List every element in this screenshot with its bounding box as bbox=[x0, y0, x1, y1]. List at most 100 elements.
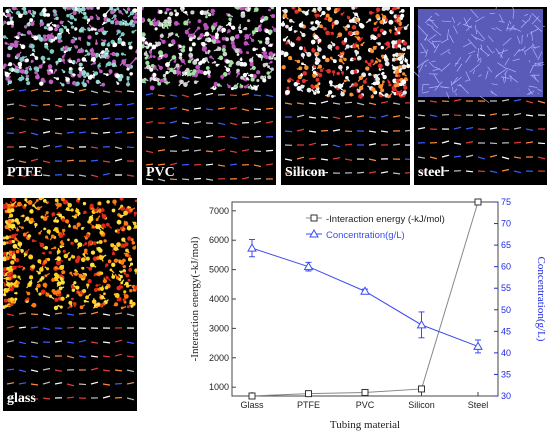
atom bbox=[337, 7, 341, 11]
atom bbox=[250, 77, 255, 82]
atom bbox=[207, 12, 211, 16]
steel-lattice-line bbox=[536, 88, 542, 92]
steel-lattice-line bbox=[425, 15, 433, 24]
lattice-bond bbox=[102, 102, 111, 106]
atom bbox=[402, 72, 406, 76]
atom bbox=[304, 65, 309, 70]
atom bbox=[169, 67, 174, 73]
atom bbox=[51, 289, 56, 293]
atom bbox=[90, 52, 94, 56]
atom bbox=[65, 77, 70, 82]
atom bbox=[265, 62, 269, 66]
atom bbox=[32, 48, 35, 52]
atom bbox=[3, 12, 5, 16]
atom bbox=[341, 71, 344, 75]
atom bbox=[204, 31, 210, 37]
atom bbox=[114, 293, 120, 299]
atom bbox=[110, 243, 115, 248]
atom bbox=[142, 32, 146, 37]
atom bbox=[325, 57, 330, 63]
atom bbox=[39, 242, 45, 248]
lattice-bond bbox=[429, 170, 438, 174]
atom bbox=[187, 59, 192, 64]
atom bbox=[213, 60, 217, 64]
atom bbox=[242, 62, 248, 67]
atom bbox=[281, 65, 286, 70]
concentration-line bbox=[251, 247, 479, 347]
atom bbox=[273, 57, 276, 61]
atom bbox=[191, 42, 196, 47]
atom bbox=[256, 79, 260, 83]
atom bbox=[15, 258, 20, 263]
atom bbox=[326, 68, 332, 74]
atom bbox=[63, 253, 69, 259]
atom bbox=[346, 66, 350, 70]
lattice-bond bbox=[265, 94, 274, 98]
atom bbox=[149, 85, 155, 91]
atom bbox=[396, 7, 400, 10]
steel-lattice-line bbox=[509, 24, 515, 32]
lattice-bond bbox=[392, 102, 401, 105]
atom bbox=[78, 66, 83, 71]
steel-lattice-line bbox=[433, 74, 440, 84]
atom bbox=[25, 74, 29, 78]
atom bbox=[254, 7, 259, 12]
lattice-bond bbox=[489, 142, 498, 145]
x-axis-tick-label: Glass bbox=[240, 400, 264, 410]
atom bbox=[243, 41, 249, 46]
steel-lattice-line bbox=[476, 57, 482, 62]
lattice-bond bbox=[417, 156, 426, 159]
lattice-bond bbox=[344, 143, 353, 146]
steel-lattice-line bbox=[431, 40, 436, 49]
lattice-bond bbox=[453, 98, 462, 102]
atom bbox=[324, 17, 328, 21]
atom bbox=[388, 19, 394, 25]
atom bbox=[398, 69, 402, 73]
lattice-bond bbox=[126, 313, 135, 317]
atom bbox=[124, 242, 129, 247]
atom bbox=[134, 285, 137, 290]
atom bbox=[328, 80, 333, 85]
atom bbox=[234, 48, 240, 54]
atom bbox=[107, 259, 112, 264]
lattice-bond bbox=[18, 118, 27, 121]
atom bbox=[168, 43, 172, 47]
atom bbox=[134, 57, 137, 60]
atom bbox=[338, 58, 343, 63]
lattice-bond bbox=[217, 107, 226, 110]
atom bbox=[134, 268, 137, 273]
atom bbox=[55, 16, 59, 21]
steel-lattice-line bbox=[485, 70, 489, 80]
atom bbox=[347, 30, 353, 36]
atom bbox=[377, 33, 381, 38]
steel-lattice-line bbox=[452, 76, 458, 85]
atom bbox=[75, 285, 80, 290]
lattice-bond bbox=[332, 144, 341, 148]
lattice-bond bbox=[525, 114, 534, 117]
steel-lattice-line bbox=[502, 37, 512, 46]
atom bbox=[11, 7, 17, 11]
atom bbox=[212, 22, 218, 28]
atom bbox=[99, 69, 103, 74]
atom bbox=[302, 10, 306, 14]
atom bbox=[262, 78, 267, 83]
steel-lattice-line bbox=[497, 62, 507, 69]
atom bbox=[122, 265, 126, 269]
steel-lattice-line bbox=[528, 90, 535, 95]
atom bbox=[74, 27, 78, 31]
atom bbox=[10, 208, 15, 213]
atom bbox=[61, 58, 65, 62]
atom bbox=[105, 275, 109, 280]
atom bbox=[215, 63, 219, 67]
atom bbox=[197, 37, 201, 41]
steel-lattice-line bbox=[451, 16, 456, 24]
lattice-bond bbox=[42, 118, 51, 121]
atom bbox=[266, 71, 270, 75]
atom bbox=[221, 47, 226, 53]
atom bbox=[146, 64, 151, 70]
atom bbox=[82, 288, 87, 294]
lattice-bond bbox=[126, 381, 135, 385]
atom bbox=[402, 41, 408, 46]
atom bbox=[228, 63, 232, 68]
atom bbox=[281, 22, 286, 27]
